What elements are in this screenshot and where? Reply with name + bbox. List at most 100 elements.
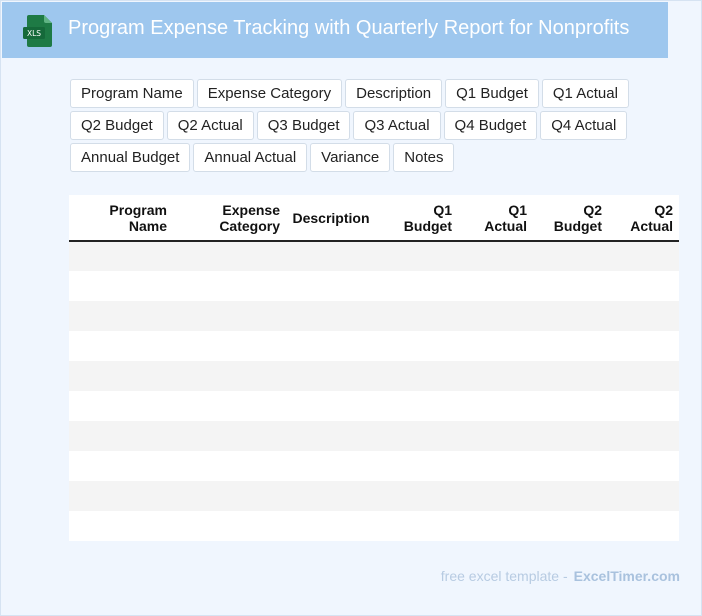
table-cell[interactable] — [173, 451, 286, 481]
table-cell[interactable] — [378, 331, 458, 361]
table-cell[interactable] — [378, 511, 458, 541]
table-cell[interactable] — [608, 271, 679, 301]
column-chip[interactable]: Variance — [310, 143, 391, 172]
column-chip[interactable]: Q3 Budget — [256, 111, 351, 140]
table-cell[interactable] — [458, 241, 533, 271]
column-chip[interactable]: Annual Budget — [70, 143, 191, 172]
column-chip[interactable]: Q4 Actual — [540, 111, 628, 140]
column-chip[interactable]: Annual Actual — [193, 143, 308, 172]
column-chip[interactable]: Notes — [393, 143, 455, 172]
table-cell[interactable] — [608, 301, 679, 331]
table-cell[interactable] — [286, 301, 378, 331]
table-cell[interactable] — [458, 331, 533, 361]
column-header-line: Q2 — [654, 201, 673, 218]
table-cell[interactable] — [69, 451, 173, 481]
table-cell[interactable] — [69, 391, 173, 421]
table-cell[interactable] — [286, 331, 378, 361]
column-header: Q1 Budget — [378, 195, 458, 242]
table-cell[interactable] — [378, 361, 458, 391]
table-cell[interactable] — [608, 451, 679, 481]
table-cell[interactable] — [458, 271, 533, 301]
column-chip[interactable]: Q1 Actual — [541, 79, 629, 108]
table-cell[interactable] — [533, 421, 608, 451]
table-row — [69, 301, 679, 331]
column-chip[interactable]: Description — [345, 79, 443, 108]
table-cell[interactable] — [173, 511, 286, 541]
table-cell[interactable] — [173, 331, 286, 361]
table-cell[interactable] — [378, 271, 458, 301]
table-cell[interactable] — [608, 361, 679, 391]
column-chip[interactable]: Expense Category — [196, 79, 343, 108]
table-cell[interactable] — [458, 481, 533, 511]
table-cell[interactable] — [608, 331, 679, 361]
table-cell[interactable] — [286, 361, 378, 391]
table-cell[interactable] — [173, 361, 286, 391]
table-cell[interactable] — [173, 391, 286, 421]
column-header-line: Budget — [403, 217, 452, 234]
table-cell[interactable] — [458, 391, 533, 421]
table-cell[interactable] — [69, 361, 173, 391]
table-cell[interactable] — [378, 241, 458, 271]
table-row — [69, 391, 679, 421]
table-cell[interactable] — [286, 241, 378, 271]
table-cell[interactable] — [173, 481, 286, 511]
table-cell[interactable] — [378, 421, 458, 451]
table-cell[interactable] — [608, 481, 679, 511]
xls-file-icon: XLS — [23, 15, 52, 47]
column-chip[interactable]: Q2 Actual — [166, 111, 254, 140]
table-cell[interactable] — [378, 391, 458, 421]
column-chip[interactable]: Q3 Actual — [353, 111, 441, 140]
column-header-line: Q1 — [508, 201, 527, 218]
column-chip[interactable]: Q1 Budget — [445, 79, 539, 108]
table-cell[interactable] — [69, 301, 173, 331]
table-cell[interactable] — [69, 271, 173, 301]
footer-brand-link[interactable]: ExcelTimer.com — [573, 568, 680, 584]
table-cell[interactable] — [378, 451, 458, 481]
table-cell[interactable] — [69, 331, 173, 361]
table-cell[interactable] — [69, 241, 173, 271]
table-cell[interactable] — [533, 361, 608, 391]
table-cell[interactable] — [533, 511, 608, 541]
table-cell[interactable] — [608, 391, 679, 421]
table-cell[interactable] — [533, 271, 608, 301]
table-cell[interactable] — [69, 421, 173, 451]
table-cell[interactable] — [608, 511, 679, 541]
table-cell[interactable] — [173, 301, 286, 331]
table-cell[interactable] — [286, 451, 378, 481]
table-cell[interactable] — [608, 241, 679, 271]
table-cell[interactable] — [533, 241, 608, 271]
column-chip[interactable]: Q2 Budget — [70, 111, 164, 140]
table-cell[interactable] — [286, 511, 378, 541]
column-chip[interactable]: Q4 Budget — [443, 111, 538, 140]
table-cell[interactable] — [458, 511, 533, 541]
table-row — [69, 361, 679, 391]
table-cell[interactable] — [608, 421, 679, 451]
table-cell[interactable] — [458, 451, 533, 481]
table-cell[interactable] — [286, 271, 378, 301]
table-cell[interactable] — [286, 481, 378, 511]
table-cell[interactable] — [458, 361, 533, 391]
table-cell[interactable] — [533, 301, 608, 331]
table-cell[interactable] — [173, 271, 286, 301]
table-cell[interactable] — [378, 301, 458, 331]
table-cell[interactable] — [286, 421, 378, 451]
table-cell[interactable] — [533, 451, 608, 481]
table-cell[interactable] — [378, 481, 458, 511]
table-cell[interactable] — [173, 241, 286, 271]
table-cell[interactable] — [458, 301, 533, 331]
table-cell[interactable] — [533, 331, 608, 361]
table-cell[interactable] — [69, 481, 173, 511]
table-cell[interactable] — [286, 391, 378, 421]
footer: free excel template - ExcelTimer.com — [441, 568, 680, 584]
table-cell[interactable] — [173, 421, 286, 451]
column-header-line: Category — [219, 217, 280, 234]
table-row — [69, 331, 679, 361]
table-cell[interactable] — [69, 511, 173, 541]
column-chip[interactable]: Program Name — [70, 79, 194, 108]
table-cell[interactable] — [533, 391, 608, 421]
footer-label: free excel template - — [440, 568, 568, 584]
table-cell[interactable] — [458, 421, 533, 451]
table-header-row: Program Name Expense Category Description Q1 B… — [69, 195, 679, 242]
table-cell[interactable] — [533, 481, 608, 511]
